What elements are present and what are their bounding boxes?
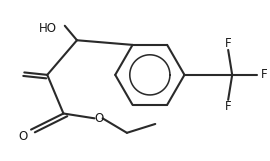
Text: F: F	[225, 100, 231, 113]
Text: F: F	[225, 37, 231, 50]
Text: O: O	[18, 130, 28, 142]
Text: HO: HO	[39, 22, 57, 35]
Text: F: F	[261, 68, 268, 81]
Text: O: O	[94, 112, 103, 125]
